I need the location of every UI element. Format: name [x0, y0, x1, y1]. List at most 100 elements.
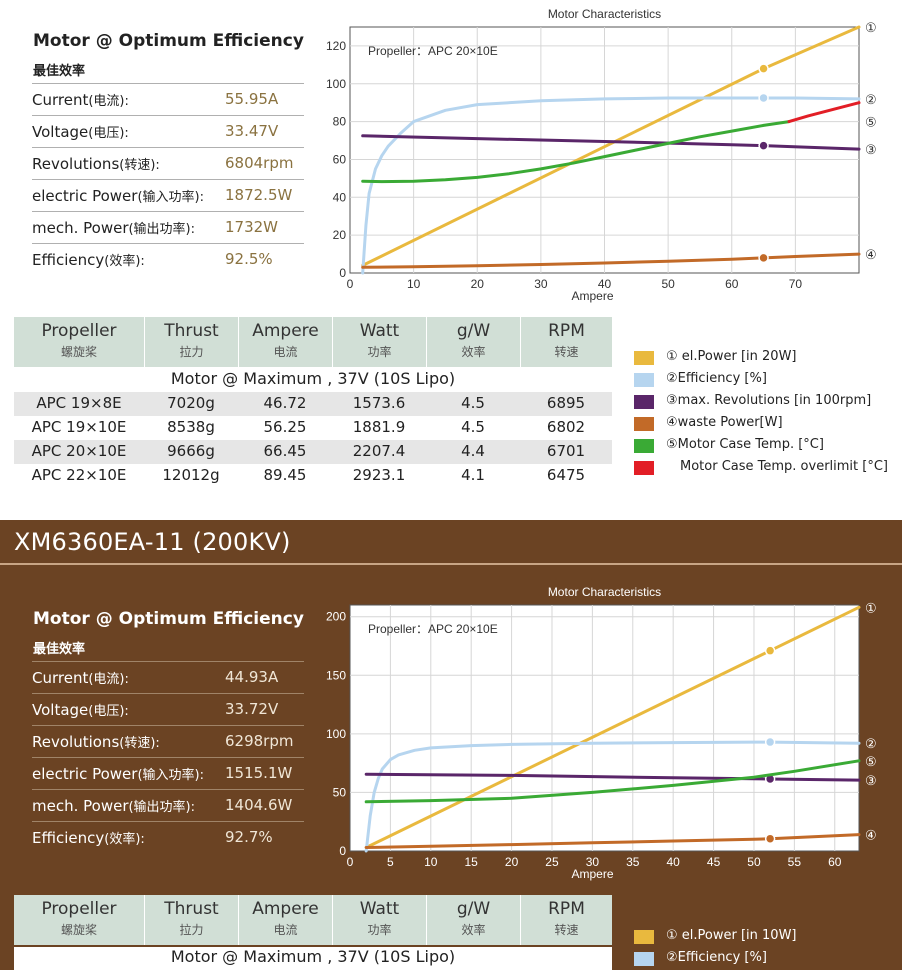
y-tick-label: 0: [339, 844, 346, 858]
series-efficiency-line: [361, 96, 861, 275]
bottom-spec-row-voltage: Voltage(电压): 33.72V: [32, 693, 304, 725]
spec-label: mech. Power(输出功率):: [32, 797, 196, 815]
spec-label: Voltage(电压):: [32, 701, 129, 719]
x-tick-label: 30: [534, 277, 548, 291]
bottom-spec-row-revolutions: Revolutions(转速): 6298rpm: [32, 725, 304, 757]
model-title: XM6360EA-11 (200KV): [14, 528, 291, 556]
table-row: APC 22×10E 12012g 89.45 2923.1 4.1 6475: [31, 466, 586, 484]
spec-label: Efficiency(效率):: [32, 829, 145, 847]
x-tick-label: 60: [828, 855, 842, 869]
x-tick-label: 40: [666, 855, 680, 869]
x-tick-label: 0: [347, 277, 354, 291]
header-cell: Thrust 拉力: [144, 895, 238, 945]
top-spec-row-current: Current(电流): 55.95A: [32, 83, 304, 115]
y-tick-label: 120: [326, 39, 346, 53]
spec-value: 92.5%: [225, 250, 273, 268]
y-tick-label: 80: [333, 115, 347, 129]
chart-title: Motor Characteristics: [548, 7, 661, 21]
x-tick-label: 55: [788, 855, 802, 869]
series-waste-marker: [764, 833, 776, 844]
banner-divider: [0, 563, 902, 565]
legend-item-waste-power: ④waste Power[W]: [634, 414, 902, 434]
spec-value: 55.95A: [225, 90, 279, 108]
series-revolutions-line: [364, 772, 861, 782]
table-row: APC 19×10E 8538g 56.25 1881.9 4.5 6802: [31, 418, 586, 436]
header-cell: g/W 效率: [426, 895, 520, 945]
bottom-spec-row-current: Current(电流): 44.93A: [32, 661, 304, 693]
table-row: APC 20×10E 9666g 66.45 2207.4 4.4 6701: [14, 440, 612, 464]
header-cell: Propeller 螺旋桨: [41, 321, 117, 359]
spec-value: 1515.1W: [225, 764, 293, 782]
legend-swatch: [634, 930, 654, 944]
y-tick-label: 50: [333, 785, 347, 799]
spec-value: 44.93A: [225, 668, 279, 686]
series-efficiency-marker: [764, 736, 776, 748]
bottom-motor-chart: 0 50 100 150 200 0 5 10 15 20 25 30 35 40 45 50 55 60 Moto…: [326, 585, 877, 881]
top-spec-row-voltage: Voltage(电压): 33.47V: [32, 115, 304, 147]
y-tick-label: 100: [326, 727, 346, 741]
bottom-spec-subtitle: 最佳效率: [33, 641, 86, 656]
series-case_temp-label: ⑤: [865, 754, 877, 769]
spec-label: electric Power(输入功率):: [32, 187, 204, 205]
x-tick-label: 60: [725, 277, 739, 291]
top-spec-row-revolutions: Revolutions(转速): 6804rpm: [32, 147, 304, 179]
spec-label: mech. Power(输出功率):: [32, 219, 196, 237]
legend-item-el-power: ① el.Power [in 20W]: [634, 348, 902, 368]
table-max-label: Motor @ Maximum , 37V (10S Lipo): [14, 369, 612, 393]
top-motor-chart: 0 20 40 60 80 100 120 0 10 20 30 40 50 60 70 Motor Char…: [326, 7, 877, 303]
legend-item-el-power: ① el.Power [in 10W]: [634, 927, 902, 947]
spec-label: Voltage(电压):: [32, 123, 129, 141]
table-header: Propeller 螺旋桨 Thrust 拉力 Ampere 电流 Watt 功率 g/…: [14, 317, 612, 367]
top-spec-row-efficiency: Efficiency(效率): 92.5%: [32, 243, 304, 275]
series-waste-label: ④: [865, 247, 877, 262]
header-cell: RPM 转速: [520, 317, 612, 367]
x-tick-label: 35: [626, 855, 640, 869]
x-tick-label: 5: [387, 855, 394, 869]
propeller-annotation: Propeller：APC 20×10E: [368, 44, 498, 58]
legend-swatch: [634, 952, 654, 966]
series-el_power-marker: [764, 645, 776, 656]
spec-value: 6298rpm: [225, 732, 294, 750]
spec-label: Current(电流):: [32, 91, 129, 109]
propeller-annotation: Propeller：APC 20×10E: [368, 622, 498, 636]
x-axis-label: Ampere: [571, 867, 613, 881]
x-tick-label: 0: [347, 855, 354, 869]
x-tick-label: 30: [586, 855, 600, 869]
spec-label: electric Power(输入功率):: [32, 765, 204, 783]
series-case_temp-line: [361, 120, 791, 184]
x-tick-label: 20: [505, 855, 519, 869]
spec-value: 33.47V: [225, 122, 279, 140]
top-spec-title: Motor @ Optimum Efficiency: [33, 31, 304, 51]
chart-title: Motor Characteristics: [548, 585, 661, 599]
x-tick-label: 15: [465, 855, 479, 869]
y-tick-label: 0: [339, 266, 346, 280]
legend-swatch: [634, 351, 654, 365]
y-tick-label: 60: [333, 152, 347, 166]
bottom-spec-row-mech-power: mech. Power(输出功率): 1404.6W: [32, 789, 304, 821]
x-axis-label: Ampere: [571, 289, 613, 303]
x-tick-label: 45: [707, 855, 721, 869]
series-efficiency-line: [364, 740, 861, 853]
header-cell: Ampere 电流: [238, 895, 332, 945]
x-tick-label: 10: [407, 277, 421, 291]
header-cell: g/W 效率: [426, 317, 520, 367]
spec-value: 6804rpm: [225, 154, 294, 172]
header-cell: Watt 功率: [332, 317, 426, 367]
spec-value: 92.7%: [225, 828, 273, 846]
header-cell: RPM 转速: [520, 895, 612, 945]
spec-label: Current(电流):: [32, 669, 129, 687]
table-row: APC 19×8E 7020g 46.72 1573.6 4.5 6895: [14, 392, 612, 416]
y-tick-label: 20: [333, 228, 347, 242]
table-max-label: Motor @ Maximum , 37V (10S Lipo): [14, 947, 612, 970]
top-spec-row-mech-power: mech. Power(输出功率): 1732W: [32, 211, 304, 243]
x-tick-label: 50: [661, 277, 675, 291]
y-tick-label: 40: [333, 190, 347, 204]
series-waste-label: ④: [865, 828, 877, 843]
legend-item-efficiency: ②Efficiency [%]: [634, 949, 902, 969]
legend-swatch: [634, 461, 654, 475]
spec-value: 1404.6W: [225, 796, 293, 814]
header-cell: Ampere 电流: [238, 317, 332, 367]
series-el_power-label: ①: [865, 20, 877, 35]
header-cell: Propeller 螺旋桨: [41, 899, 117, 937]
spec-value: 33.72V: [225, 700, 279, 718]
